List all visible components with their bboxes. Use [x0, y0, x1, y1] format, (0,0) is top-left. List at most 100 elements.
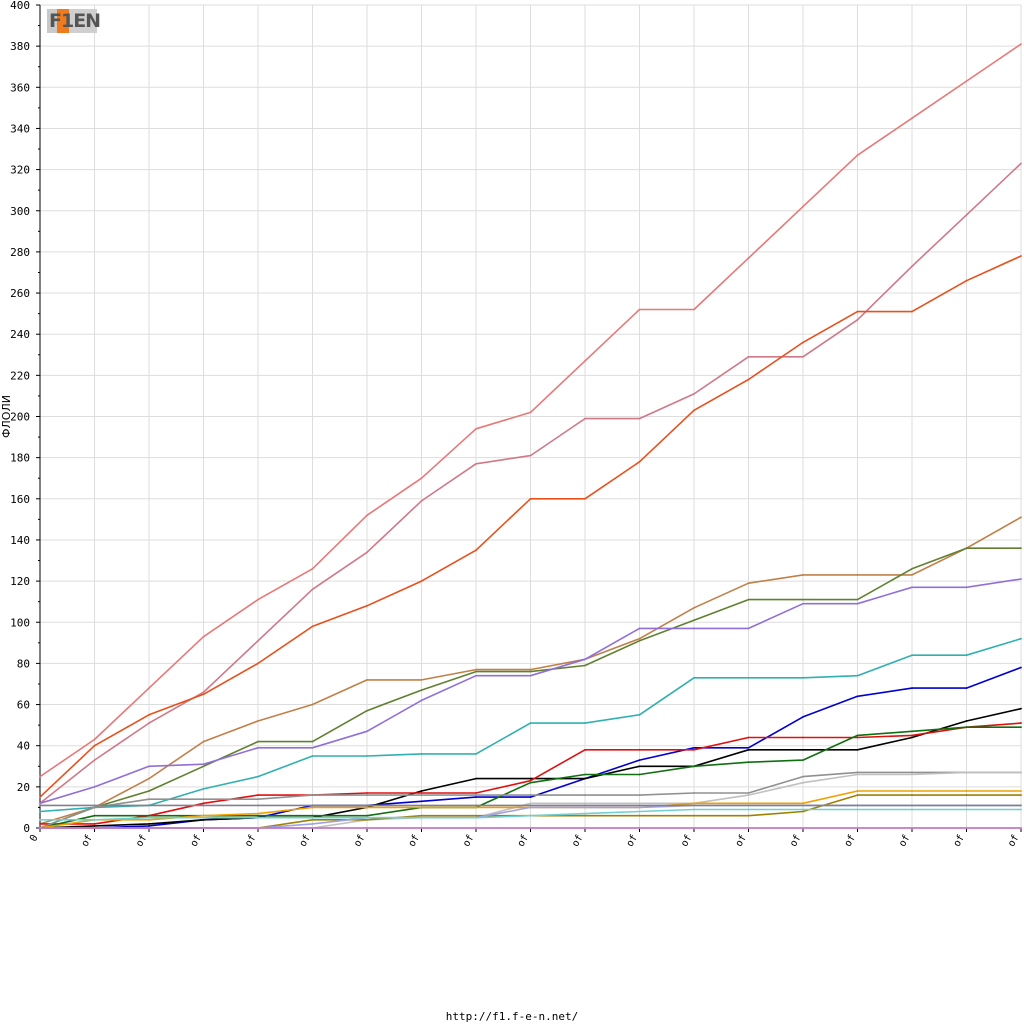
data-point [39, 804, 41, 807]
data-point [856, 734, 859, 737]
x-tick-labels: 0 of of of of of of of of of of of of of of of of of of [28, 833, 1022, 849]
x-tick-label: of [134, 833, 150, 849]
data-point [693, 619, 695, 622]
data-point [529, 668, 532, 671]
data-point [420, 827, 423, 829]
data-point [965, 80, 968, 83]
data-point [366, 827, 368, 829]
data-point [529, 454, 532, 457]
chart-grid [39, 4, 1022, 829]
data-point [1020, 578, 1022, 580]
data-point [747, 355, 750, 358]
data-point [257, 798, 259, 801]
data-point [693, 606, 695, 609]
data-point [39, 775, 41, 778]
data-point [1020, 547, 1022, 550]
data-point [638, 308, 641, 311]
data-point [747, 761, 750, 764]
data-point [366, 551, 368, 554]
y-tick-label: 20 [17, 781, 30, 794]
data-point [965, 687, 968, 689]
data-point [1020, 255, 1022, 257]
data-point [39, 796, 41, 799]
data-point [39, 818, 41, 821]
data-point [366, 806, 368, 809]
data-point [1020, 790, 1022, 792]
f1en-logo: F1EN [47, 7, 101, 35]
data-point [311, 818, 314, 821]
data-point [802, 827, 804, 829]
data-point [420, 800, 423, 803]
data-point [965, 279, 968, 282]
data-point [638, 827, 641, 829]
data-point [584, 417, 586, 420]
data-point [638, 794, 641, 796]
data-point [693, 308, 695, 311]
y-tick-label: 360 [10, 81, 30, 94]
data-point [420, 816, 423, 819]
data-point [1020, 827, 1022, 829]
data-point [965, 720, 968, 722]
data-point [638, 810, 641, 813]
logo-text: F1EN [49, 10, 101, 32]
y-tick-label: 0 [23, 822, 30, 835]
data-point [475, 777, 477, 780]
data-point [311, 814, 314, 817]
data-point [802, 781, 804, 784]
data-point [911, 773, 913, 776]
series-18 [39, 808, 1022, 821]
data-point [475, 668, 477, 671]
data-point [311, 625, 314, 628]
data-point [638, 713, 641, 716]
data-point [693, 804, 695, 807]
data-point [529, 411, 532, 414]
data-point [856, 598, 859, 601]
data-point [202, 740, 205, 743]
data-point [856, 310, 859, 313]
data-point [747, 378, 750, 381]
data-point [802, 676, 804, 679]
data-point [311, 794, 314, 796]
x-tick-label: of [625, 833, 641, 849]
data-point [747, 746, 750, 749]
data-point [856, 773, 859, 776]
data-point [584, 360, 586, 362]
footer-url: http://f1.f-e-n.net/ [445, 1010, 579, 1023]
data-point [911, 654, 913, 657]
data-point [965, 654, 968, 657]
series-4 [39, 516, 1022, 825]
data-point [638, 748, 641, 751]
y-tick-labels: 0 20 40 60 80 100 120 140 160 180 200 220 240 260 280 3… [10, 0, 30, 835]
data-point [693, 765, 695, 768]
data-point [311, 827, 314, 829]
data-point [802, 715, 804, 718]
data-point [693, 808, 695, 811]
data-point [911, 771, 913, 774]
data-point [693, 814, 695, 817]
x-tick-label: of [516, 833, 532, 849]
data-point [366, 709, 368, 712]
data-point [529, 777, 532, 780]
data-point [93, 822, 96, 825]
data-point [693, 802, 695, 805]
y-tick-label: 240 [10, 328, 30, 341]
data-point [257, 639, 259, 642]
x-tick-label: of [734, 833, 750, 849]
data-point [475, 804, 477, 807]
y-tick-label: 260 [10, 287, 30, 300]
data-point [911, 808, 913, 811]
data-point [311, 755, 314, 757]
data-point [1020, 666, 1022, 669]
data-point [965, 771, 968, 774]
x-tick-label: of [243, 833, 259, 849]
data-point [257, 598, 259, 601]
data-point [965, 808, 968, 811]
data-point [911, 567, 913, 570]
data-point [1020, 43, 1022, 45]
data-point [529, 779, 532, 782]
series-7 [39, 637, 1022, 813]
data-point [148, 722, 150, 724]
data-point [856, 318, 859, 321]
data-point [747, 736, 750, 739]
data-point [693, 792, 695, 794]
